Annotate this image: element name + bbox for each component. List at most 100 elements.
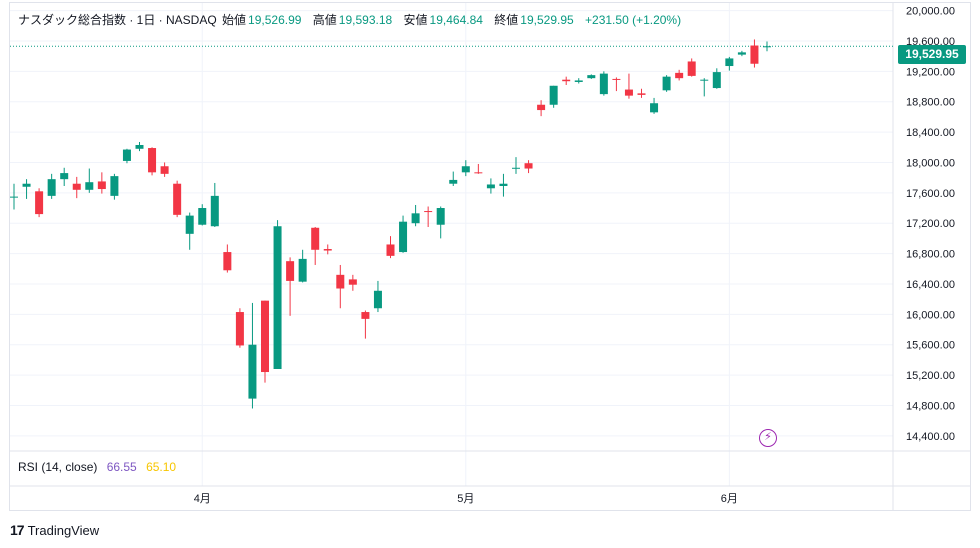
candle-body: [22, 183, 31, 187]
x-tick-label: 4月: [194, 493, 211, 505]
candle-body: [60, 173, 69, 180]
symbol-title[interactable]: ナスダック総合指数 · 1日 · NASDAQ: [18, 13, 217, 27]
x-tick-label: 6月: [721, 493, 738, 505]
candle-body: [750, 45, 759, 64]
candle-body: [574, 80, 583, 82]
brand[interactable]: 17 TradingView: [10, 522, 99, 538]
candle-body: [185, 215, 194, 234]
candle-body: [662, 76, 671, 91]
tradingview-logo-icon: 17: [10, 522, 25, 538]
candle-body: [700, 79, 709, 81]
candle-body: [399, 221, 408, 253]
candle-body: [323, 249, 332, 251]
candle-body: [524, 163, 533, 169]
high-value: 19,593.18: [338, 13, 393, 27]
lightning-icon[interactable]: ⚡: [759, 429, 777, 447]
candle-body: [10, 196, 18, 198]
y-tick-label: 15,200.00: [906, 370, 955, 382]
y-tick-label: 16,400.00: [906, 279, 955, 291]
candle-body: [311, 227, 320, 250]
candle-body: [411, 213, 420, 224]
candle-body: [537, 104, 546, 111]
candle-body: [110, 176, 119, 196]
candle-body: [173, 183, 182, 215]
rsi-signal-value: 65.10: [146, 460, 177, 474]
chart-frame: [9, 2, 971, 511]
candle-body: [122, 149, 131, 161]
candle-body: [361, 312, 370, 319]
candle-body: [424, 211, 433, 213]
low-label: 安値: [403, 13, 428, 27]
candle-body: [35, 191, 44, 215]
brand-name: TradingView: [27, 522, 100, 538]
y-tick-label: 17,600.00: [906, 188, 955, 200]
y-tick-label: 16,800.00: [906, 249, 955, 261]
y-tick-label: 18,800.00: [906, 97, 955, 109]
rsi-value: 66.55: [106, 460, 137, 474]
candle-body: [637, 93, 646, 95]
candle-body: [336, 274, 345, 289]
y-tick-label: 18,000.00: [906, 157, 955, 169]
y-tick-label: 14,400.00: [906, 431, 955, 443]
candle-body: [763, 46, 771, 48]
candle-body: [135, 144, 144, 149]
y-tick-label: 15,600.00: [906, 340, 955, 352]
candle-body: [587, 75, 596, 79]
y-tick-label: 17,200.00: [906, 218, 955, 230]
candle-body: [286, 261, 295, 281]
candle-body: [712, 72, 721, 89]
candle-body: [198, 208, 207, 225]
last-price-label: 19,529.95: [898, 45, 966, 64]
candle-body: [675, 72, 684, 79]
x-tick-label: 5月: [457, 493, 474, 505]
candle-body: [248, 344, 257, 399]
candle-body: [348, 279, 357, 285]
y-tick-label: 19,200.00: [906, 66, 955, 78]
high-label: 高値: [312, 13, 337, 27]
candle-body: [210, 195, 219, 227]
candle-body: [725, 58, 734, 67]
candle-body: [298, 258, 307, 282]
candle-body: [449, 179, 458, 184]
candle-body: [549, 85, 558, 105]
candle-body: [624, 89, 633, 96]
open-label: 始値: [222, 13, 247, 27]
open-value: 19,526.99: [248, 13, 302, 27]
candle-body: [612, 78, 621, 80]
y-tick-label: 16,000.00: [906, 309, 955, 321]
candle-body: [599, 73, 608, 95]
candle-body: [85, 182, 94, 190]
candle-body: [148, 148, 157, 173]
candle-body: [562, 79, 571, 82]
candle-body: [436, 208, 445, 225]
y-tick-label: 19,600.00: [906, 36, 955, 48]
candle-body: [386, 244, 395, 256]
change-value: +231.50 (+1.20%): [585, 13, 682, 27]
rsi-label: RSI (14, close): [18, 460, 98, 474]
candle-body: [737, 52, 746, 55]
low-value: 19,464.84: [429, 13, 483, 27]
candle-body: [499, 183, 508, 186]
candle-body: [486, 184, 495, 189]
y-tick-label: 18,400.00: [906, 127, 955, 139]
candle-body: [261, 300, 269, 373]
candle-body: [273, 226, 282, 369]
candle-body: [687, 61, 696, 76]
candle-body: [512, 167, 520, 169]
candle-body: [72, 183, 81, 190]
close-label: 終値: [494, 13, 519, 27]
close-value: 19,529.95: [520, 13, 574, 27]
candle-body: [373, 290, 382, 309]
candle-body: [650, 103, 659, 113]
chart-legend: ナスダック総合指数 · 1日 · NASDAQ 始値 19,526.99 高値 19…: [18, 11, 683, 28]
candle-body: [235, 312, 244, 346]
candle-body: [47, 179, 56, 196]
y-tick-label: 14,800.00: [906, 400, 955, 412]
candle-body: [223, 252, 232, 271]
candle-body: [160, 166, 169, 174]
candle-body: [97, 181, 106, 190]
y-tick-label: 20,000.00: [906, 6, 955, 18]
candle-body: [474, 172, 483, 174]
rsi-legend[interactable]: RSI (14, close) 66.55 65.10: [18, 460, 176, 474]
